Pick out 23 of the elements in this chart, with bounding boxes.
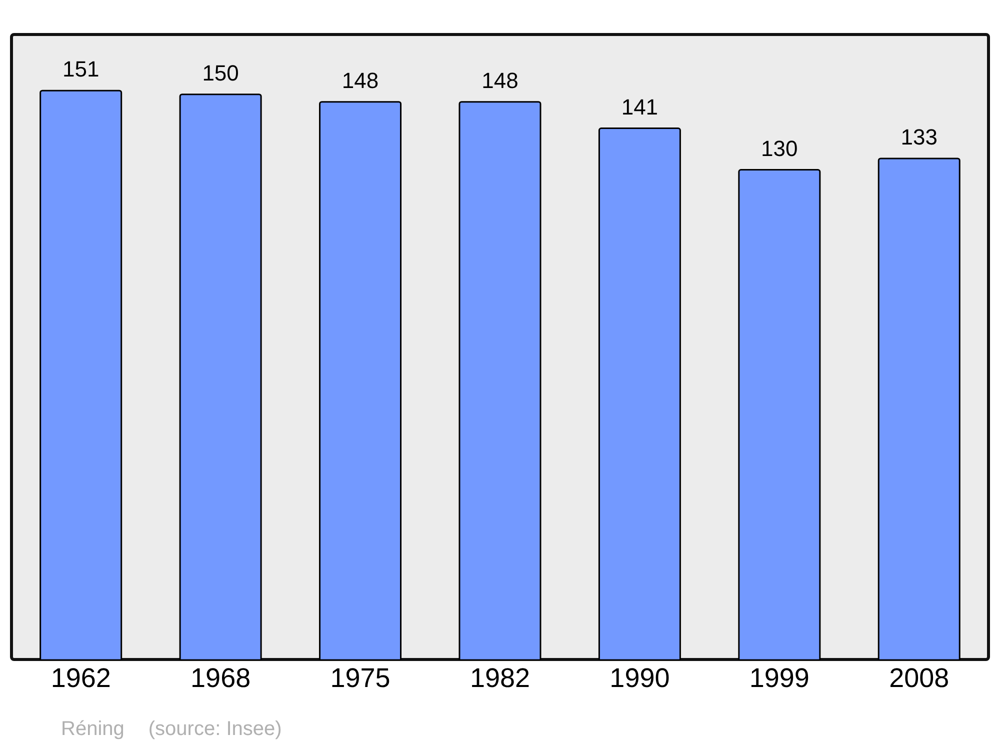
x-tick-label: 2008 xyxy=(889,663,950,694)
x-tick-label: 1975 xyxy=(330,663,390,694)
x-tick-label: 1968 xyxy=(190,663,251,694)
bar xyxy=(179,94,262,660)
bar xyxy=(319,101,402,660)
bar xyxy=(40,90,122,660)
data-label: 130 xyxy=(761,136,798,161)
x-tick-label: 1982 xyxy=(470,663,530,694)
bar xyxy=(598,128,681,660)
x-tick-label: 1999 xyxy=(749,663,810,694)
bar xyxy=(458,101,542,660)
bar xyxy=(878,158,960,660)
text: Réning xyxy=(61,718,124,740)
x-tick-label: 1990 xyxy=(610,663,670,694)
text: (source: Insee) xyxy=(148,718,282,740)
x-tick-label: 1962 xyxy=(50,663,111,694)
data-label: 133 xyxy=(900,124,938,150)
data-label: 141 xyxy=(621,94,658,120)
data-label: 148 xyxy=(342,68,379,93)
data-label: 148 xyxy=(482,68,518,93)
data-label: 151 xyxy=(62,56,100,82)
data-label: 150 xyxy=(202,60,239,86)
bar xyxy=(738,169,821,660)
